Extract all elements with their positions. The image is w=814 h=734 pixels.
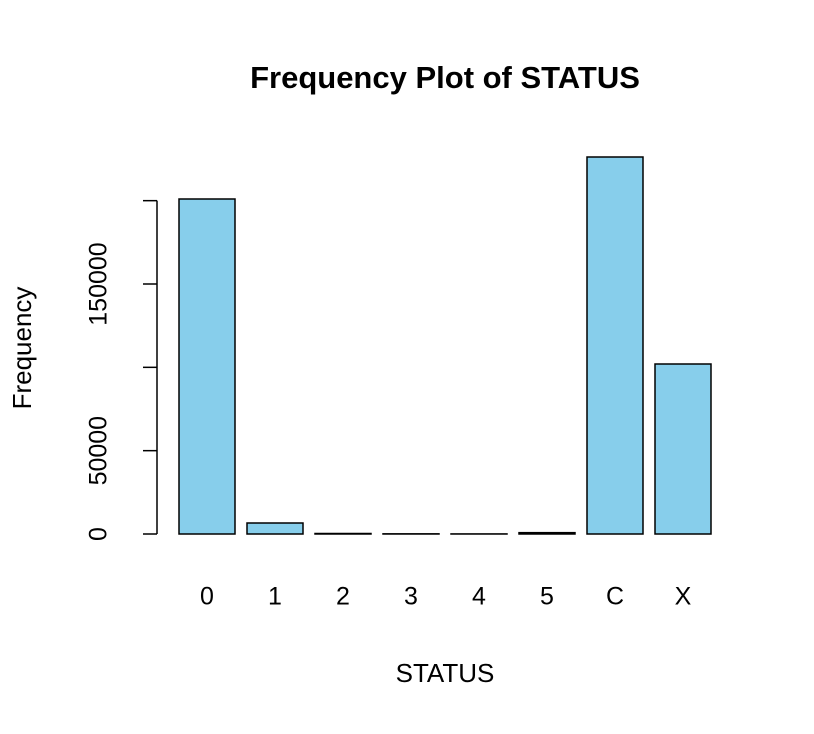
x-tick-label: 5 (540, 583, 554, 611)
x-tick-label: 1 (268, 583, 282, 611)
y-tick-label: 150000 (85, 242, 113, 325)
y-tick-label: 50000 (85, 416, 113, 486)
y-tick-label: 0 (85, 527, 113, 541)
y-axis-label: Frequency (7, 287, 37, 410)
bar (314, 532, 372, 535)
bar (586, 156, 644, 535)
x-tick-label: 3 (404, 583, 418, 611)
x-tick-label: 2 (336, 583, 350, 611)
bar (246, 522, 304, 535)
bar (654, 363, 712, 535)
x-tick-label: 4 (472, 583, 486, 611)
x-tick-label: X (675, 583, 692, 611)
bar (178, 198, 236, 535)
x-axis-label: STATUS (396, 658, 495, 688)
bar (518, 531, 576, 535)
x-tick-label: C (606, 583, 624, 611)
x-tick-label: 0 (200, 583, 214, 611)
chart-title: Frequency Plot of STATUS (250, 60, 640, 95)
